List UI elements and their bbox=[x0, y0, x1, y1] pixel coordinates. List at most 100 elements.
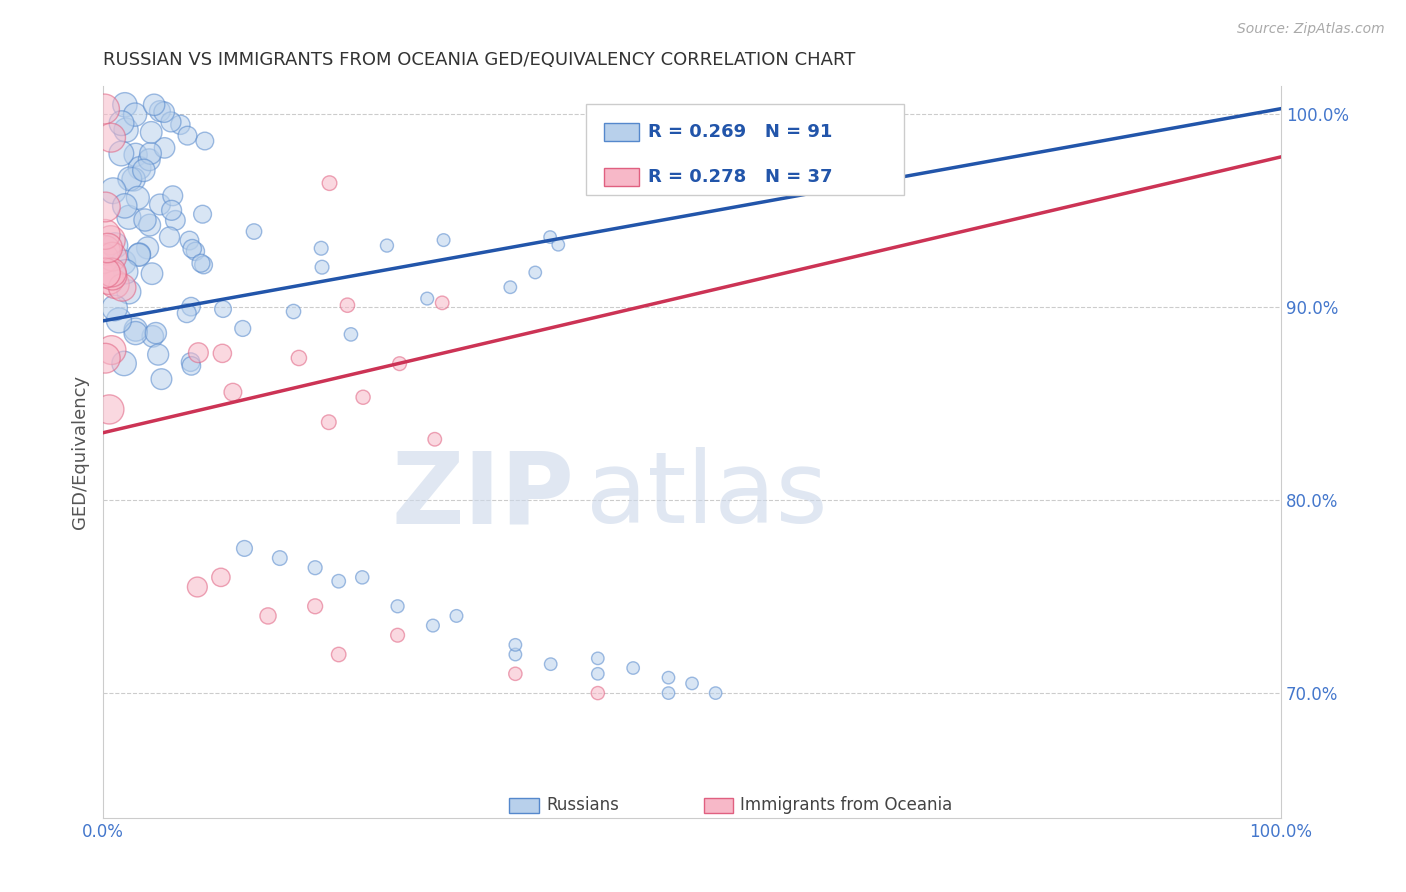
Point bbox=[114, 265, 136, 279]
FancyBboxPatch shape bbox=[509, 798, 538, 813]
Point bbox=[318, 415, 340, 429]
Point bbox=[423, 432, 446, 446]
Point bbox=[110, 146, 132, 161]
Point bbox=[387, 599, 409, 614]
Point bbox=[505, 638, 527, 652]
Point bbox=[538, 230, 561, 244]
Point bbox=[190, 256, 212, 270]
Text: Immigrants from Oceania: Immigrants from Oceania bbox=[741, 797, 953, 814]
Point bbox=[309, 241, 332, 255]
Point bbox=[704, 686, 727, 700]
Point bbox=[269, 551, 291, 566]
Point bbox=[191, 207, 214, 221]
Point bbox=[416, 292, 439, 306]
Point bbox=[153, 141, 176, 155]
Point bbox=[98, 402, 121, 417]
Point bbox=[122, 172, 145, 186]
Point bbox=[505, 666, 527, 681]
Point bbox=[311, 260, 333, 275]
Point bbox=[304, 599, 326, 614]
Point bbox=[187, 345, 209, 359]
Point bbox=[160, 203, 183, 218]
Point bbox=[128, 161, 150, 175]
Point bbox=[143, 97, 166, 112]
Point bbox=[243, 225, 266, 239]
Point bbox=[176, 306, 198, 320]
Point bbox=[97, 241, 120, 255]
Point bbox=[159, 230, 181, 244]
Point bbox=[288, 351, 311, 365]
Point bbox=[94, 244, 117, 258]
FancyBboxPatch shape bbox=[704, 798, 734, 813]
Point bbox=[142, 329, 165, 343]
Text: atlas: atlas bbox=[586, 448, 828, 544]
Y-axis label: GED/Equivalency: GED/Equivalency bbox=[72, 375, 89, 529]
Point bbox=[162, 188, 184, 202]
Point bbox=[540, 657, 562, 672]
Point bbox=[212, 301, 235, 316]
Point bbox=[233, 541, 256, 556]
Point bbox=[111, 280, 134, 294]
Point bbox=[93, 252, 115, 266]
Point bbox=[352, 570, 374, 584]
Point bbox=[169, 118, 191, 132]
Point bbox=[222, 385, 245, 400]
Point bbox=[340, 327, 363, 342]
Point bbox=[388, 357, 411, 371]
Point bbox=[112, 255, 135, 269]
Point bbox=[547, 237, 569, 252]
Point bbox=[211, 346, 233, 360]
Point bbox=[194, 134, 217, 148]
Text: Source: ZipAtlas.com: Source: ZipAtlas.com bbox=[1237, 22, 1385, 37]
Point bbox=[180, 359, 202, 373]
Point bbox=[100, 343, 122, 357]
Point bbox=[586, 686, 609, 700]
Point bbox=[209, 570, 232, 584]
Point bbox=[446, 609, 468, 624]
Point bbox=[432, 233, 454, 247]
Point bbox=[145, 326, 167, 340]
Point bbox=[586, 651, 609, 665]
Point bbox=[115, 123, 138, 137]
Point bbox=[257, 609, 280, 624]
Point bbox=[141, 125, 163, 139]
Point bbox=[110, 116, 132, 130]
Point bbox=[524, 265, 547, 279]
Point bbox=[124, 148, 146, 162]
Point bbox=[304, 560, 326, 574]
Point bbox=[149, 104, 172, 119]
Point bbox=[141, 267, 163, 281]
Point bbox=[328, 574, 350, 589]
FancyBboxPatch shape bbox=[603, 123, 640, 141]
Point bbox=[124, 326, 146, 340]
Point bbox=[352, 390, 374, 404]
Point bbox=[499, 280, 522, 294]
Text: R = 0.269   N = 91: R = 0.269 N = 91 bbox=[648, 123, 832, 141]
Point bbox=[149, 197, 172, 211]
Point bbox=[127, 191, 149, 205]
Point bbox=[153, 105, 176, 120]
Point bbox=[318, 176, 340, 190]
FancyBboxPatch shape bbox=[586, 103, 904, 195]
Point bbox=[165, 213, 187, 227]
Point bbox=[101, 184, 124, 198]
Point bbox=[657, 686, 679, 700]
Point bbox=[94, 266, 117, 280]
Text: ZIP: ZIP bbox=[391, 448, 574, 544]
Point bbox=[100, 233, 122, 247]
Point bbox=[100, 130, 122, 145]
Point bbox=[586, 666, 609, 681]
Point bbox=[104, 238, 127, 252]
Point bbox=[150, 372, 173, 386]
FancyBboxPatch shape bbox=[603, 168, 640, 186]
Point bbox=[180, 300, 202, 314]
Point bbox=[328, 648, 350, 662]
Point bbox=[430, 296, 453, 310]
Point bbox=[138, 153, 160, 167]
Point bbox=[124, 323, 146, 337]
Point bbox=[94, 227, 117, 242]
Point bbox=[180, 355, 202, 369]
Point bbox=[97, 273, 120, 287]
Point bbox=[422, 618, 444, 632]
Point bbox=[128, 247, 150, 261]
